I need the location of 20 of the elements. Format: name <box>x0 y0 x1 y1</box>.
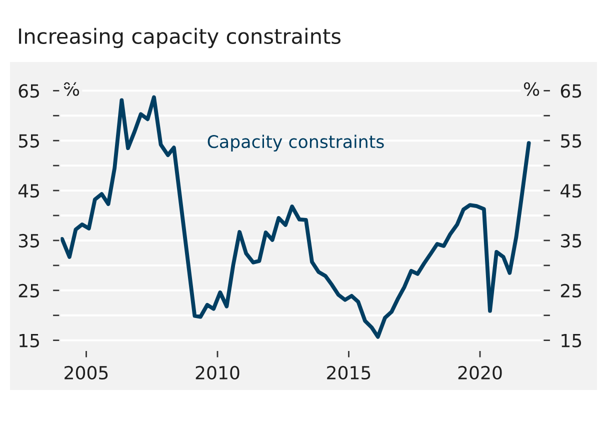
series-label: Capacity constraints <box>208 134 384 152</box>
y-tick-label: 15 <box>20 334 39 348</box>
y-tick-label: 35 <box>18 234 39 248</box>
chart-title: Increasing capacity constraints <box>19 28 341 48</box>
y2-tick-label: 45 <box>560 184 582 198</box>
y2-axis-title: % <box>524 82 540 96</box>
y2-tick-label: 25 <box>560 284 582 298</box>
y-tick-label: 25 <box>18 284 39 298</box>
x-tick-label: 2005 <box>64 366 108 380</box>
x-tick-label: 2010 <box>196 366 240 380</box>
line-series <box>60 95 531 339</box>
y2-tick-label: 55 <box>561 134 582 148</box>
y-tick-label: 45 <box>18 184 39 198</box>
y2-tick-label: 35 <box>561 234 582 248</box>
y2-tick-label: 15 <box>562 334 582 348</box>
y2-tick-label: 65 <box>560 84 582 98</box>
x-tick-label: 2015 <box>327 366 370 380</box>
x-tick-label: 2020 <box>458 366 502 380</box>
y-tick-label: 55 <box>18 134 39 148</box>
y-tick-label: 65 <box>18 84 39 98</box>
